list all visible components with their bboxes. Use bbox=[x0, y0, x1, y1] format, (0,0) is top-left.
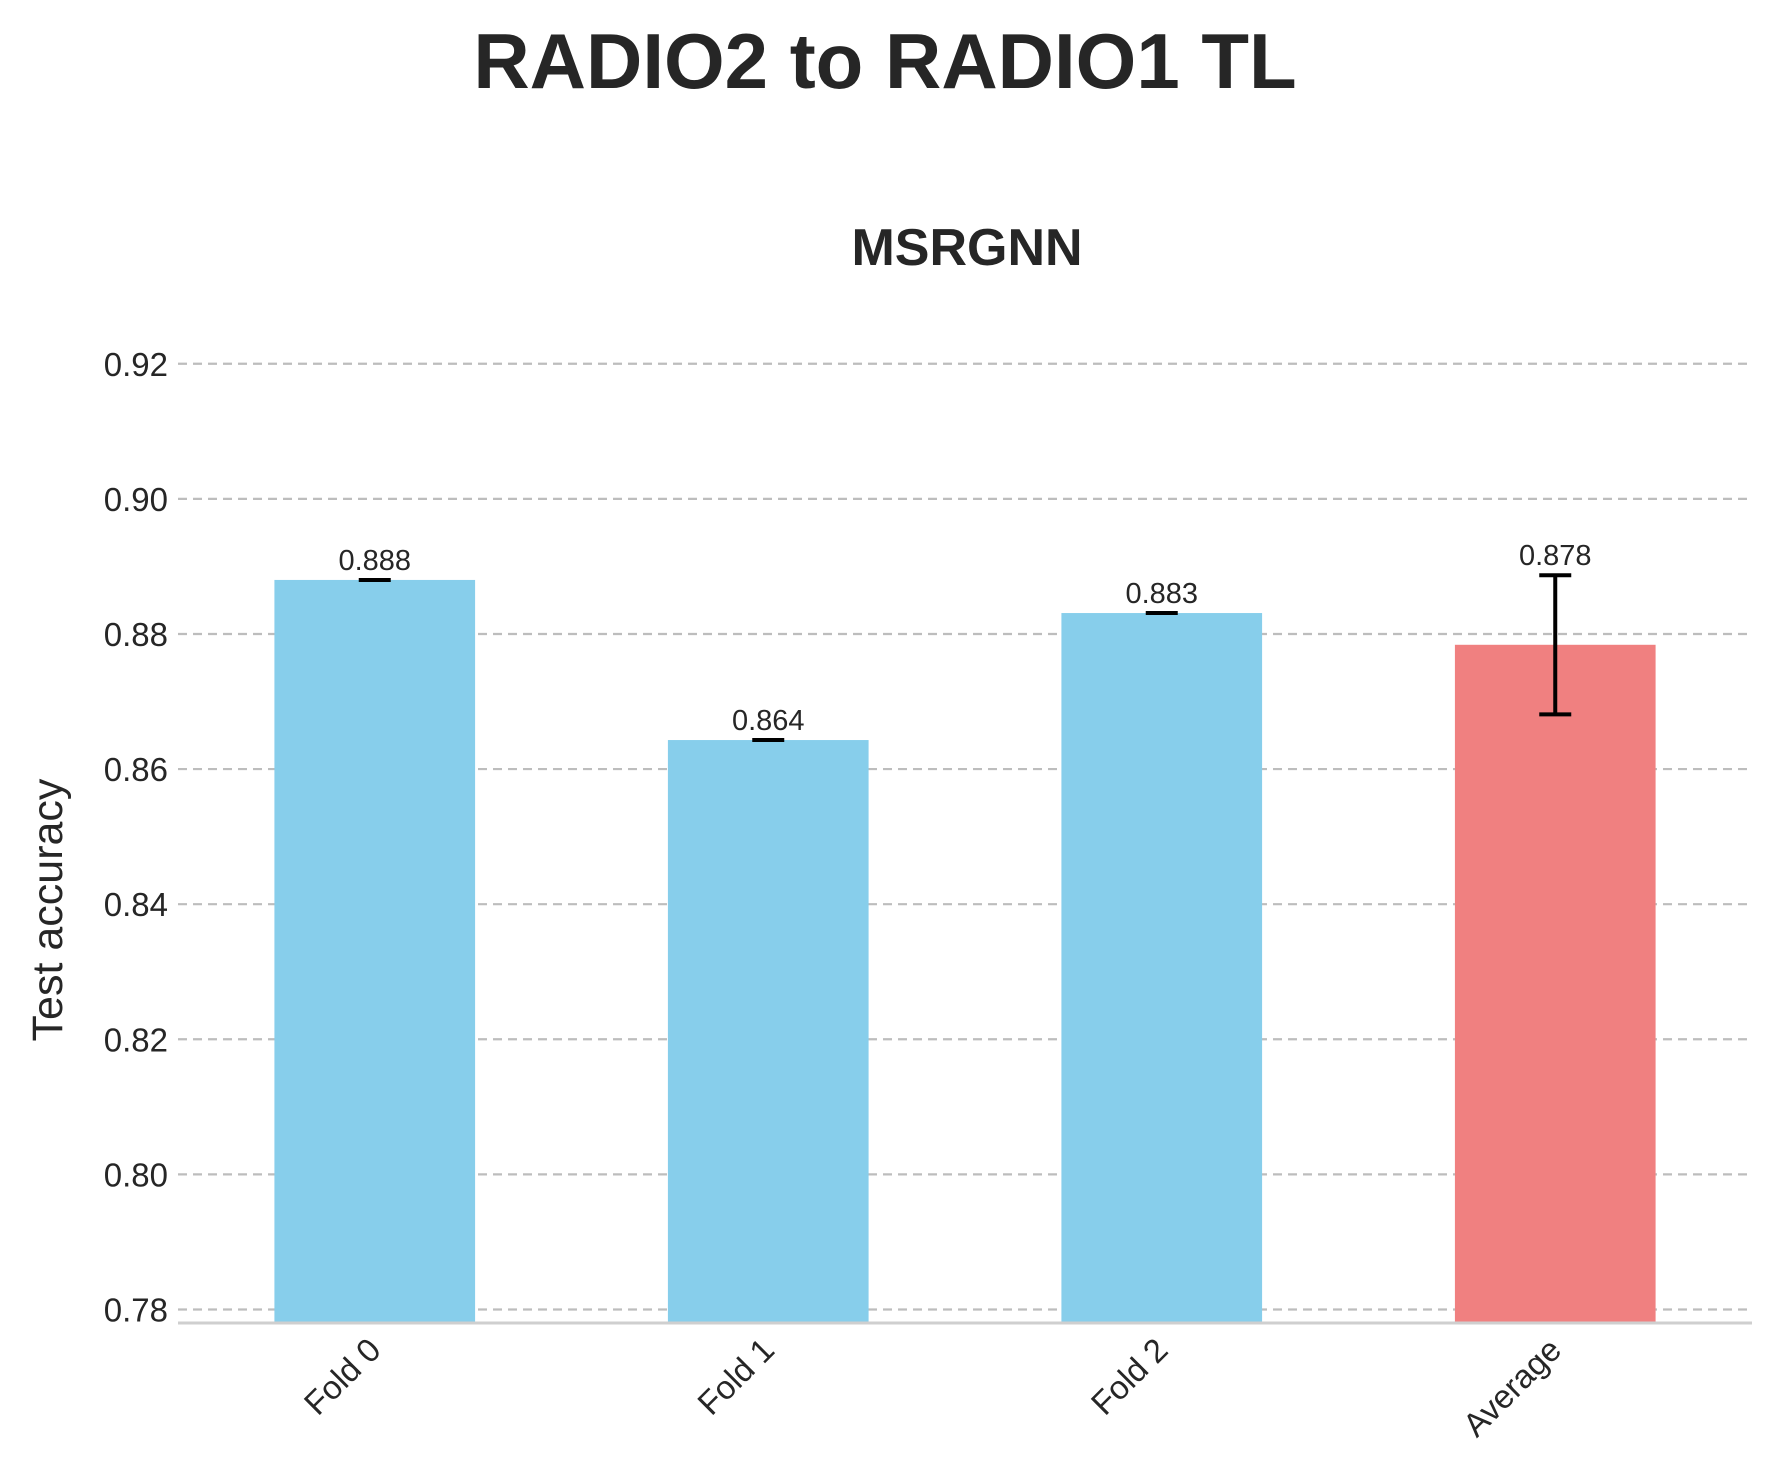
error-bars bbox=[358, 573, 1572, 743]
y-tick-label: 0.92 bbox=[104, 346, 168, 383]
chart-suptitle: RADIO2 to RADIO1 TL bbox=[473, 17, 1296, 105]
bar bbox=[667, 740, 869, 1323]
x-tick-label: Fold 1 bbox=[690, 1331, 781, 1422]
data-label: 0.888 bbox=[338, 545, 411, 577]
data-labels: 0.888 0.864 0.883 0.878 bbox=[338, 540, 1591, 737]
data-label: 0.883 bbox=[1125, 578, 1198, 610]
bars bbox=[274, 579, 1656, 1323]
y-axis-ticks: 0.78 0.80 0.82 0.84 0.86 0.88 0.90 0.92 bbox=[104, 346, 168, 1329]
x-tick-label: Fold 0 bbox=[297, 1331, 388, 1422]
x-axis-ticks: Fold 0 Fold 1 Fold 2 Average bbox=[297, 1331, 1569, 1444]
chart-title: MSRGNN bbox=[851, 219, 1082, 277]
y-tick-label: 0.80 bbox=[104, 1156, 168, 1193]
y-tick-label: 0.88 bbox=[104, 616, 168, 653]
data-label: 0.878 bbox=[1519, 540, 1592, 572]
y-tick-label: 0.90 bbox=[104, 481, 168, 518]
y-tick-label: 0.86 bbox=[104, 751, 168, 788]
bar bbox=[1454, 644, 1656, 1323]
data-label: 0.864 bbox=[732, 705, 805, 737]
y-tick-label: 0.82 bbox=[104, 1021, 168, 1058]
x-tick-label: Fold 2 bbox=[1084, 1331, 1175, 1422]
bar bbox=[274, 579, 476, 1323]
bar bbox=[1061, 613, 1263, 1323]
y-axis-label: Test accuracy bbox=[24, 778, 72, 1041]
y-tick-label: 0.78 bbox=[104, 1291, 168, 1328]
x-tick-label: Average bbox=[1456, 1331, 1569, 1444]
y-tick-label: 0.84 bbox=[104, 886, 168, 923]
error-bar bbox=[1539, 573, 1572, 717]
